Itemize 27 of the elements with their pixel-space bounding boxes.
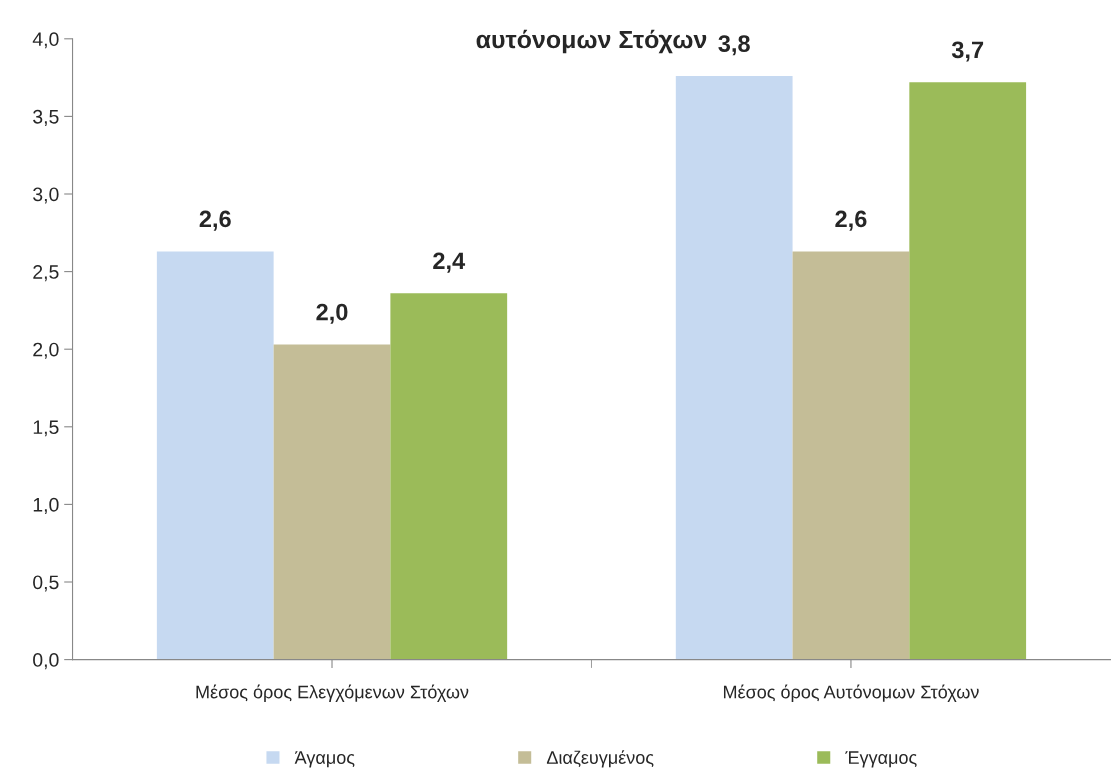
y-tick-label: 2,0 — [33, 342, 59, 359]
bar — [273, 344, 391, 660]
y-tick-label: 4,0 — [32, 32, 59, 49]
chart-title: αυτόνομων Στόχων — [476, 29, 707, 54]
data-label: 3,7 — [951, 41, 984, 62]
bar — [792, 251, 910, 660]
bar — [156, 251, 274, 660]
data-label: 2,6 — [835, 210, 867, 231]
x-tick-label: Μέσος όρος Ελεγχόμενων Στόχων — [196, 684, 469, 702]
y-tick-label: 1,5 — [33, 420, 59, 437]
y-tick-label: 3,5 — [33, 109, 59, 126]
data-label: 3,8 — [718, 35, 750, 56]
y-tick-label: 1,0 — [33, 497, 59, 514]
bar — [390, 293, 508, 660]
y-tick-label: 0,0 — [33, 653, 59, 670]
legend-label: Άγαμος — [294, 751, 355, 768]
x-tick-label: Μέσος όρος Αυτόνομων Στόχων — [723, 684, 979, 702]
bar — [675, 76, 793, 660]
y-tick-label: 3,0 — [33, 187, 59, 204]
legend-label: Διαζευγμένος — [546, 750, 654, 768]
bar — [909, 82, 1027, 660]
y-tick-label: 2,5 — [33, 265, 59, 282]
data-label: 2,0 — [316, 303, 348, 324]
data-label: 2,4 — [433, 252, 466, 273]
data-label: 2,6 — [199, 210, 231, 231]
y-tick-label: 0,5 — [33, 575, 59, 592]
legend-label: Έγγαμος — [845, 751, 917, 768]
